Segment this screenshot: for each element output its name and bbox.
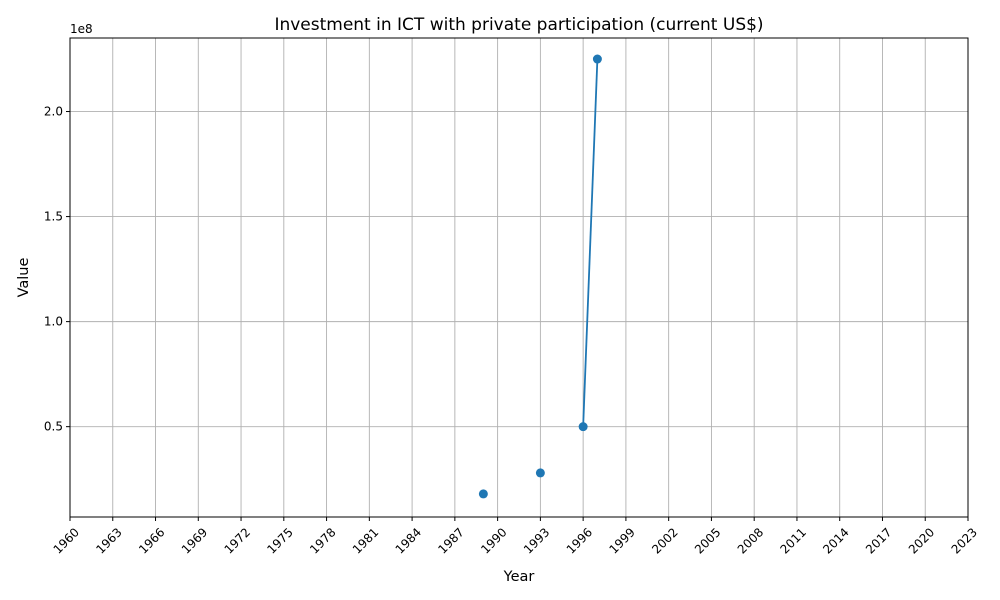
x-tick-label: 1963 [93, 525, 124, 556]
x-tick-label: 1975 [264, 525, 295, 556]
grid [69, 38, 969, 517]
x-tick-label: 1993 [521, 525, 552, 556]
x-tick-label: 1960 [51, 525, 82, 556]
y-axis-ticks: 0.5 1.0 1.5 2.0 [44, 105, 70, 434]
x-tick-label: 1972 [222, 525, 253, 556]
y-tick-label: 0.5 [44, 420, 63, 434]
x-tick-label: 1996 [564, 525, 595, 556]
x-axis-title: Year [503, 569, 535, 585]
x-tick-label: 2008 [735, 525, 766, 556]
y-axis-offset-label: 1e8 [70, 22, 93, 36]
series-line-segment [582, 58, 599, 427]
x-tick-label: 2002 [649, 525, 680, 556]
data-point [578, 422, 588, 432]
data-point [478, 489, 488, 499]
x-tick-label: 2020 [906, 525, 937, 556]
x-tick-label: 1984 [393, 525, 424, 556]
data-point [592, 54, 602, 64]
x-tick-label: 1990 [478, 525, 509, 556]
chart-title: Investment in ICT with private participa… [274, 15, 763, 35]
data-point [535, 468, 545, 478]
x-tick-label: 1981 [350, 525, 381, 556]
x-tick-label: 2005 [692, 525, 723, 556]
x-tick-label: 2014 [820, 525, 851, 556]
x-tick-label: 2023 [949, 525, 980, 556]
x-tick-label: 1987 [435, 525, 466, 556]
y-tick-label: 2.0 [44, 105, 63, 119]
x-tick-label: 1966 [136, 525, 167, 556]
x-tick-label: 1969 [179, 525, 210, 556]
x-tick-label: 2017 [863, 525, 894, 556]
x-axis-ticks: 1960 1963 1966 1969 1972 1975 1978 1981 1984 1987… [51, 517, 980, 557]
y-tick-label: 1.0 [44, 315, 63, 329]
plot-frame [69, 37, 969, 518]
x-tick-label: 1978 [307, 525, 338, 556]
x-tick-label: 2011 [778, 525, 809, 556]
y-tick-label: 1.5 [44, 210, 63, 224]
series-layer [478, 54, 602, 499]
x-tick-label: 1999 [606, 525, 637, 556]
y-axis-title: Value [16, 258, 32, 298]
